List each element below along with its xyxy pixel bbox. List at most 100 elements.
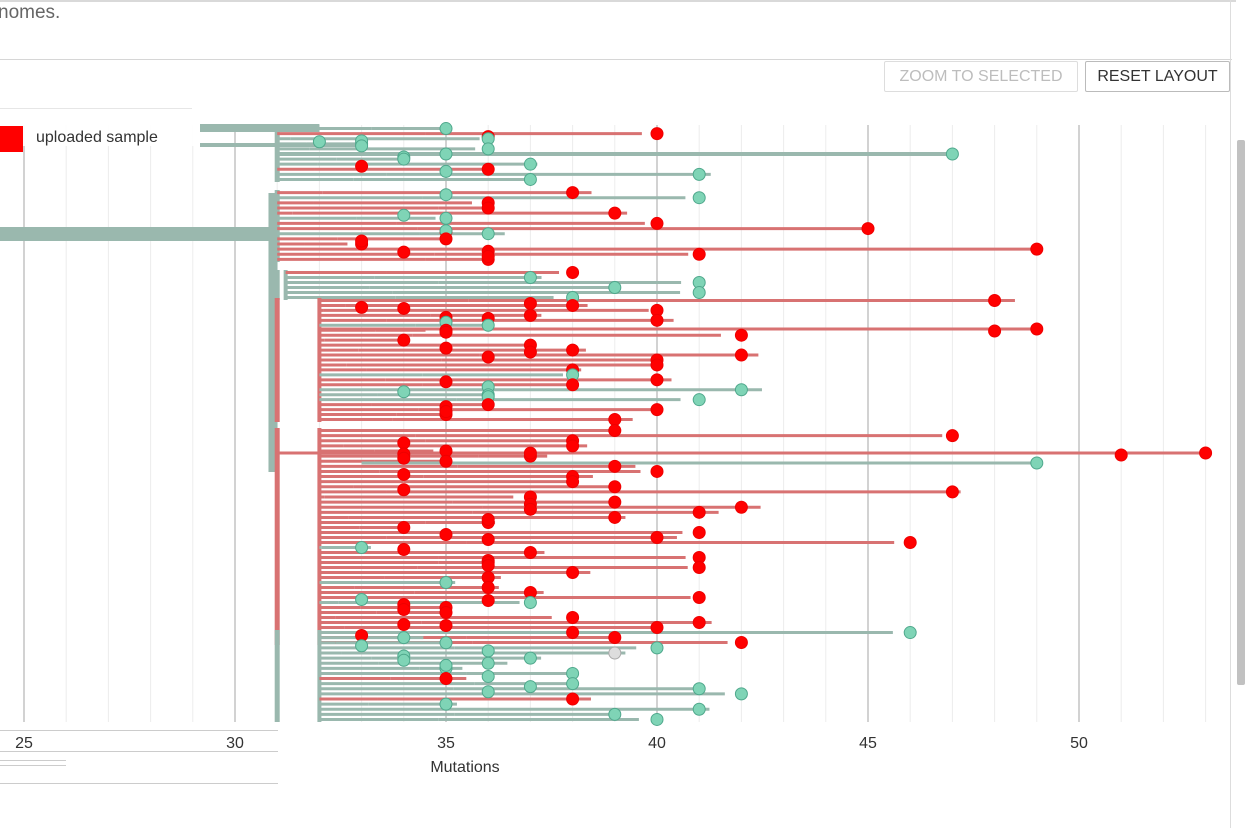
reference-sample-node[interactable] — [355, 593, 369, 606]
uploaded-sample-node[interactable] — [481, 533, 495, 546]
uploaded-sample-node[interactable] — [355, 300, 369, 314]
uploaded-sample-node[interactable] — [1030, 322, 1044, 336]
reference-sample-node[interactable] — [439, 576, 453, 589]
uploaded-sample-node[interactable] — [439, 606, 453, 619]
uploaded-sample-node[interactable] — [1114, 448, 1128, 462]
uploaded-sample-node[interactable] — [650, 464, 664, 478]
uploaded-sample-node[interactable] — [439, 375, 453, 389]
uploaded-sample-node[interactable] — [566, 475, 580, 489]
page-scrollbar-thumb[interactable] — [1237, 140, 1245, 685]
uploaded-sample-node[interactable] — [481, 513, 495, 526]
reference-sample-node[interactable] — [481, 227, 495, 241]
reference-sample-node[interactable] — [481, 644, 495, 658]
uploaded-sample-node[interactable] — [397, 543, 411, 556]
reference-sample-node[interactable] — [439, 188, 453, 202]
reference-sample-node[interactable] — [355, 639, 369, 653]
uploaded-sample-node[interactable] — [439, 672, 453, 686]
uploaded-sample-node[interactable] — [397, 245, 411, 259]
uploaded-sample-node[interactable] — [481, 350, 495, 364]
uploaded-sample-node[interactable] — [988, 293, 1002, 307]
reference-sample-node[interactable] — [945, 147, 959, 161]
uploaded-sample-node[interactable] — [1030, 242, 1044, 256]
uploaded-sample-node[interactable] — [608, 631, 622, 644]
uploaded-sample-node[interactable] — [608, 510, 622, 524]
uploaded-sample-node[interactable] — [692, 505, 706, 519]
uploaded-sample-node[interactable] — [650, 358, 664, 372]
uploaded-sample-node[interactable] — [650, 531, 664, 544]
reference-sample-node[interactable] — [692, 393, 706, 407]
uploaded-sample-node[interactable] — [481, 201, 495, 215]
reference-sample-node[interactable] — [692, 702, 706, 716]
uploaded-sample-node[interactable] — [692, 616, 706, 629]
uploaded-sample-node[interactable] — [481, 398, 495, 412]
uploaded-sample-node[interactable] — [397, 483, 411, 497]
uploaded-sample-node[interactable] — [903, 536, 917, 549]
reference-sample-node[interactable] — [1030, 456, 1044, 470]
uploaded-sample-node[interactable] — [650, 403, 664, 417]
uploaded-sample-node[interactable] — [397, 451, 411, 465]
uploaded-sample-node[interactable] — [523, 308, 537, 322]
uploaded-sample-node[interactable] — [988, 324, 1002, 338]
uploaded-sample-node[interactable] — [650, 216, 664, 230]
uploaded-sample-node[interactable] — [481, 581, 495, 594]
reference-sample-node[interactable] — [312, 135, 326, 149]
uploaded-sample-node[interactable] — [481, 594, 495, 607]
uploaded-sample-node[interactable] — [566, 186, 580, 200]
uploaded-sample-node[interactable] — [734, 328, 748, 342]
uploaded-sample-node[interactable] — [523, 446, 537, 460]
uploaded-sample-node[interactable] — [566, 566, 580, 579]
reference-sample-node[interactable] — [608, 646, 622, 660]
reference-sample-node[interactable] — [397, 152, 411, 166]
reference-sample-node[interactable] — [903, 626, 917, 640]
uploaded-sample-node[interactable] — [566, 692, 580, 706]
reference-sample-node[interactable] — [692, 286, 706, 299]
uploaded-sample-node[interactable] — [355, 234, 369, 248]
uploaded-sample-node[interactable] — [523, 502, 537, 516]
reference-sample-node[interactable] — [355, 139, 369, 153]
uploaded-sample-node[interactable] — [608, 413, 622, 427]
reference-sample-node[interactable] — [650, 712, 664, 726]
reference-sample-node[interactable] — [692, 191, 706, 205]
uploaded-sample-node[interactable] — [566, 626, 580, 639]
uploaded-sample-node[interactable] — [355, 159, 369, 173]
uploaded-sample-node[interactable] — [523, 345, 537, 359]
reference-sample-node[interactable] — [734, 687, 748, 701]
reference-sample-node[interactable] — [397, 653, 411, 667]
uploaded-sample-node[interactable] — [481, 249, 495, 263]
uploaded-sample-node[interactable] — [734, 500, 748, 514]
uploaded-sample-node[interactable] — [523, 296, 537, 310]
reference-sample-node[interactable] — [523, 680, 537, 694]
uploaded-sample-node[interactable] — [397, 521, 411, 534]
uploaded-sample-node[interactable] — [397, 436, 411, 450]
uploaded-sample-node[interactable] — [650, 313, 664, 327]
uploaded-sample-node[interactable] — [397, 333, 411, 347]
reference-sample-node[interactable] — [397, 631, 411, 645]
reference-sample-node[interactable] — [650, 641, 664, 655]
uploaded-sample-node[interactable] — [439, 619, 453, 632]
reference-sample-node[interactable] — [439, 211, 453, 225]
uploaded-sample-node[interactable] — [734, 636, 748, 649]
reset-layout-button[interactable]: RESET LAYOUT — [1085, 61, 1230, 92]
uploaded-sample-node[interactable] — [439, 341, 453, 355]
uploaded-sample-node[interactable] — [566, 266, 580, 279]
uploaded-sample-node[interactable] — [397, 301, 411, 315]
uploaded-sample-node[interactable] — [861, 222, 875, 236]
uploaded-sample-node[interactable] — [566, 343, 580, 357]
uploaded-sample-node[interactable] — [523, 546, 537, 559]
reference-sample-node[interactable] — [397, 208, 411, 222]
uploaded-sample-node[interactable] — [397, 467, 411, 481]
reference-sample-node[interactable] — [523, 157, 537, 171]
reference-sample-node[interactable] — [608, 707, 622, 721]
uploaded-sample-node[interactable] — [481, 162, 495, 176]
reference-sample-node[interactable] — [523, 172, 537, 186]
uploaded-sample-node[interactable] — [439, 405, 453, 419]
uploaded-sample-node[interactable] — [566, 298, 580, 312]
reference-sample-node[interactable] — [439, 636, 453, 650]
uploaded-sample-node[interactable] — [481, 559, 495, 572]
uploaded-sample-node[interactable] — [692, 591, 706, 604]
uploaded-sample-node[interactable] — [566, 378, 580, 392]
reference-sample-node[interactable] — [566, 677, 580, 691]
reference-sample-node[interactable] — [439, 697, 453, 711]
reference-sample-node[interactable] — [481, 669, 495, 683]
reference-sample-node[interactable] — [692, 682, 706, 696]
